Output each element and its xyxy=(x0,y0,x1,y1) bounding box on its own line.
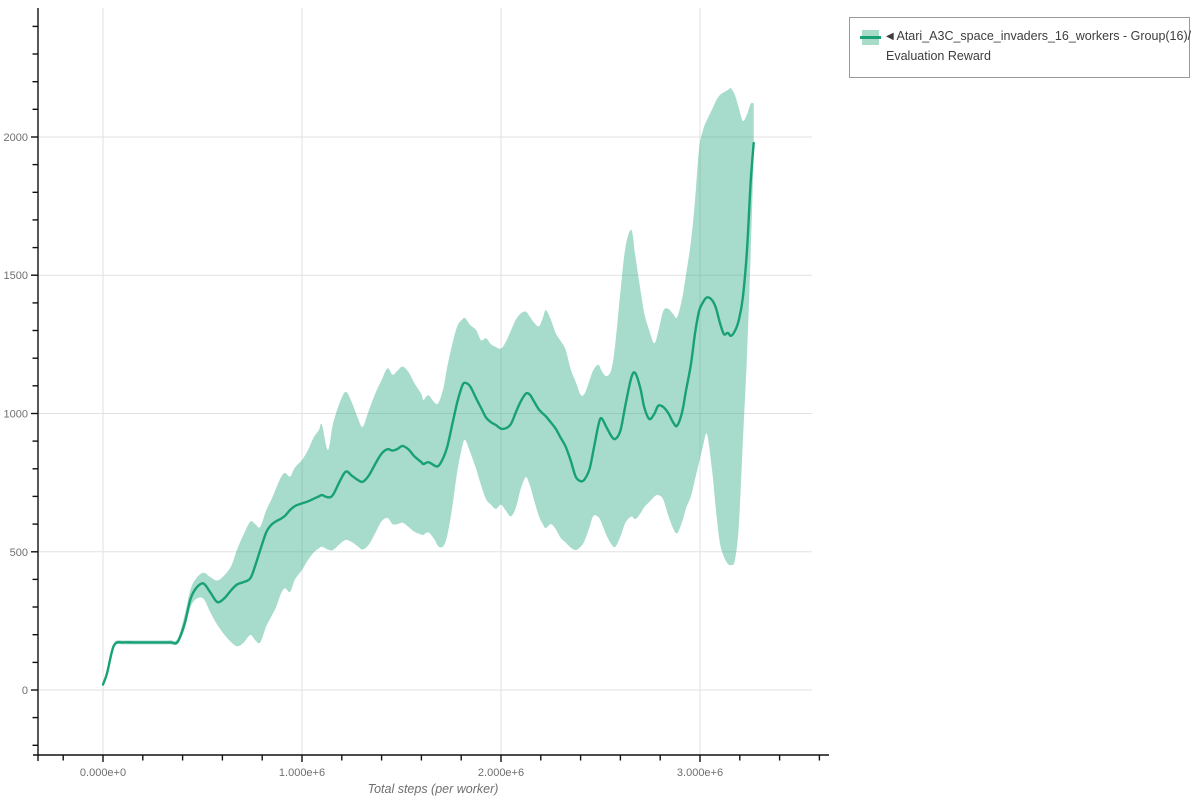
y-tick-label: 500 xyxy=(10,547,28,559)
x-axis-title: Total steps (per worker) xyxy=(368,782,499,796)
axes xyxy=(31,8,829,762)
collapse-triangle-icon: ◀ xyxy=(886,31,894,42)
swatch-line xyxy=(860,36,881,39)
x-tick-label: 1.000e+6 xyxy=(279,767,325,779)
legend-box[interactable]: ◀ Atari_A3C_space_invaders_16_workers - … xyxy=(849,17,1191,78)
confidence-band xyxy=(103,88,754,685)
legend-series-name: ◀ Atari_A3C_space_invaders_16_workers - … xyxy=(886,27,1191,47)
x-tick-label: 3.000e+6 xyxy=(677,767,723,779)
x-tick-label: 2.000e+6 xyxy=(478,767,524,779)
y-tick-label: 1500 xyxy=(4,270,28,282)
legend-metric-name: Evaluation Reward xyxy=(886,49,991,63)
gridlines xyxy=(38,8,812,755)
y-tick-label: 2000 xyxy=(4,132,28,144)
y-tick-label: 0 xyxy=(22,685,28,697)
reward-line xyxy=(101,141,755,686)
tick-labels: 0.000e+0 1.000e+6 2.000e+6 3.000e+6 0 500 1000… xyxy=(4,132,724,779)
legend-series-name-text: Atari_A3C_space_invaders_16_workers - Gr… xyxy=(896,29,1192,43)
series-color-swatch xyxy=(860,30,881,45)
x-tick-label: 0.000e+0 xyxy=(80,767,126,779)
y-tick-label: 1000 xyxy=(4,409,28,421)
legend-label: ◀ Atari_A3C_space_invaders_16_workers - … xyxy=(886,27,1191,66)
